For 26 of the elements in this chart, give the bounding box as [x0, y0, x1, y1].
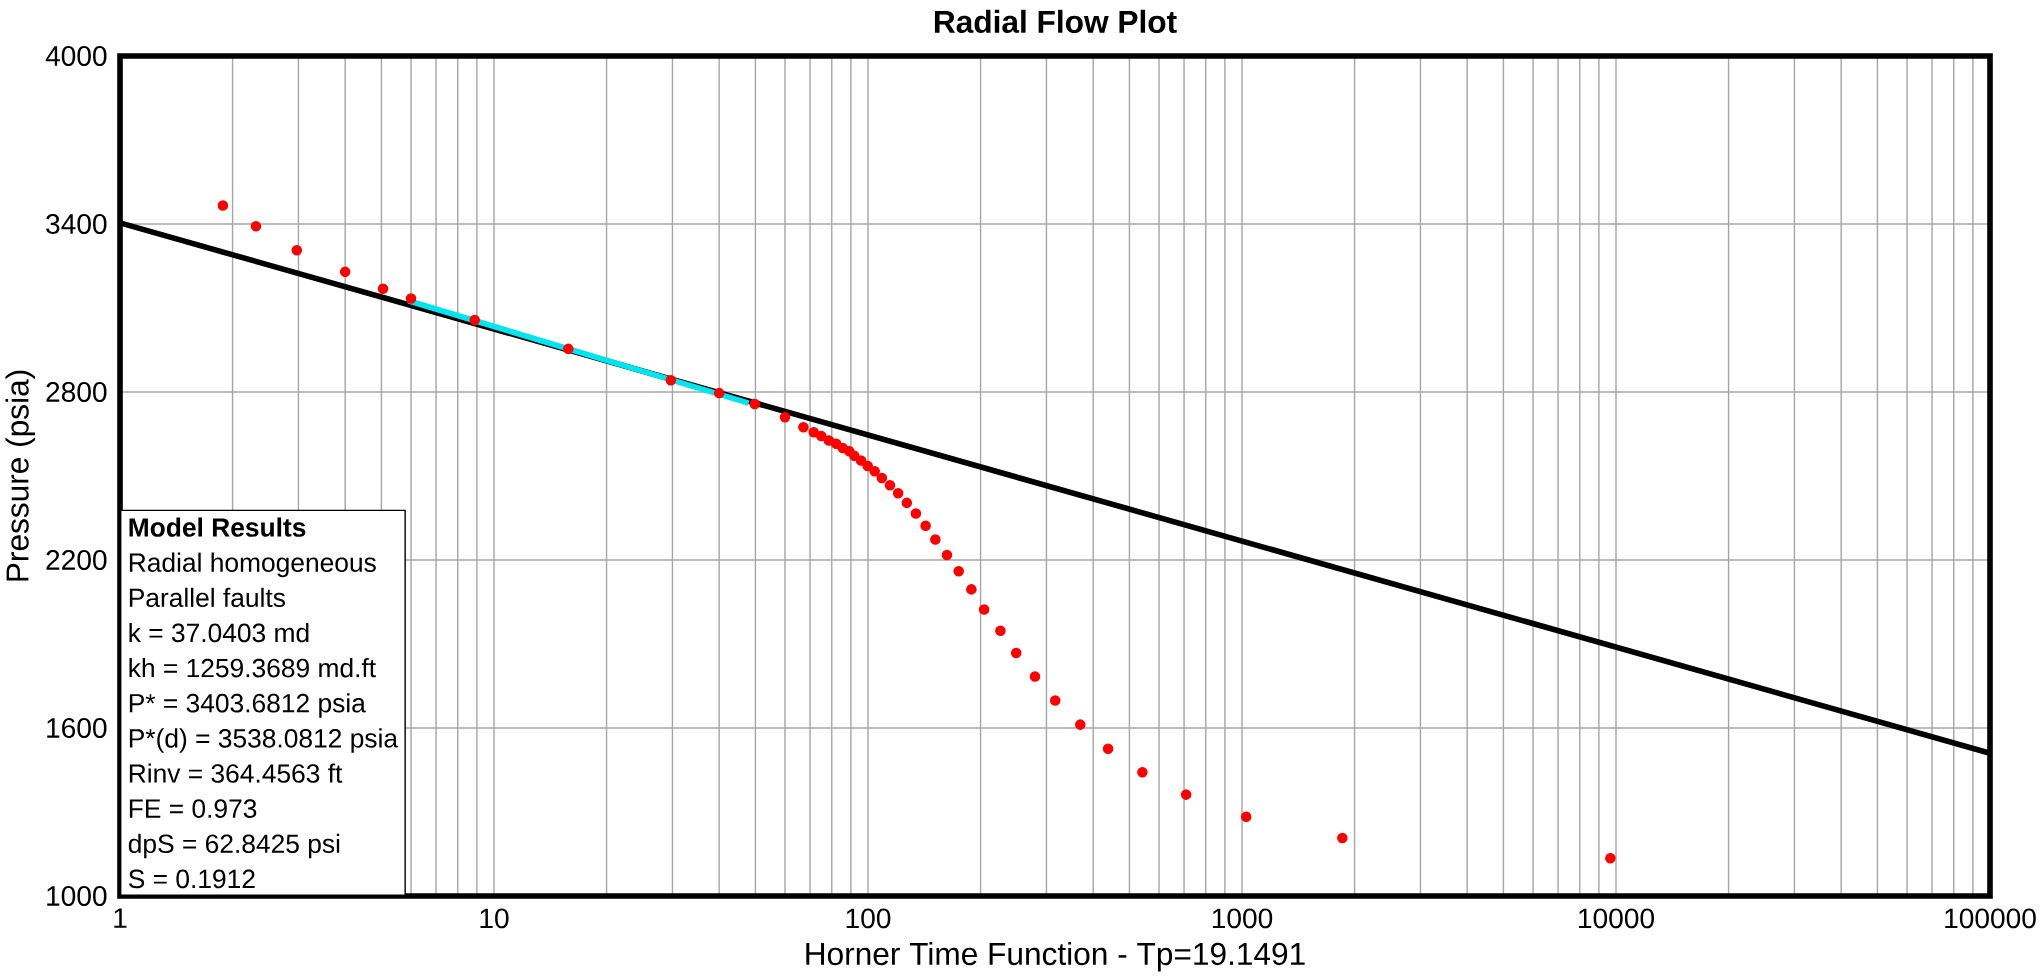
x-tick-label: 10000 — [1579, 908, 1654, 929]
annotation: S = 0.1912 — [128, 869, 255, 889]
y-tick-label: 1000 — [47, 886, 107, 906]
y-tick-label: 1600 — [47, 718, 107, 738]
x-tick-label: 10 — [480, 908, 509, 929]
x-tick-label: 100 — [846, 908, 891, 929]
annotation: Parallel faults — [129, 587, 285, 608]
y-tick-label: 2800 — [46, 382, 107, 402]
x-tick-label: 1 — [114, 908, 127, 928]
x-tick-label: 1000 — [1212, 908, 1273, 929]
annotation: Model Results — [129, 517, 306, 537]
y-tick-label: 3400 — [46, 214, 107, 234]
annotation: dpS = 62.8425 psi — [128, 833, 340, 859]
annotation: k = 37.0403 md — [129, 622, 309, 643]
annotation: P*(d) = 3538.0812 psia — [129, 728, 399, 753]
annotation: Rinv = 364.4563 ft — [129, 763, 343, 783]
annotation: kh = 1259.3689 md.ft — [129, 658, 376, 678]
x-tick-label: 100000 — [1945, 908, 2036, 929]
annotation: P* = 3403.6812 psia — [129, 693, 366, 718]
annotation: Radial homogeneous — [129, 552, 376, 578]
y-axis-title: Pressure (psia) — [5, 370, 35, 581]
y-tick-label: 4000 — [45, 46, 107, 66]
x-axis-title: Horner Time Function - Tp=19.1491 — [806, 941, 1305, 972]
annotation: FE = 0.973 — [129, 799, 257, 818]
chart-title: Radial Flow Plot — [934, 9, 1177, 34]
y-tick-label: 2200 — [46, 550, 107, 570]
